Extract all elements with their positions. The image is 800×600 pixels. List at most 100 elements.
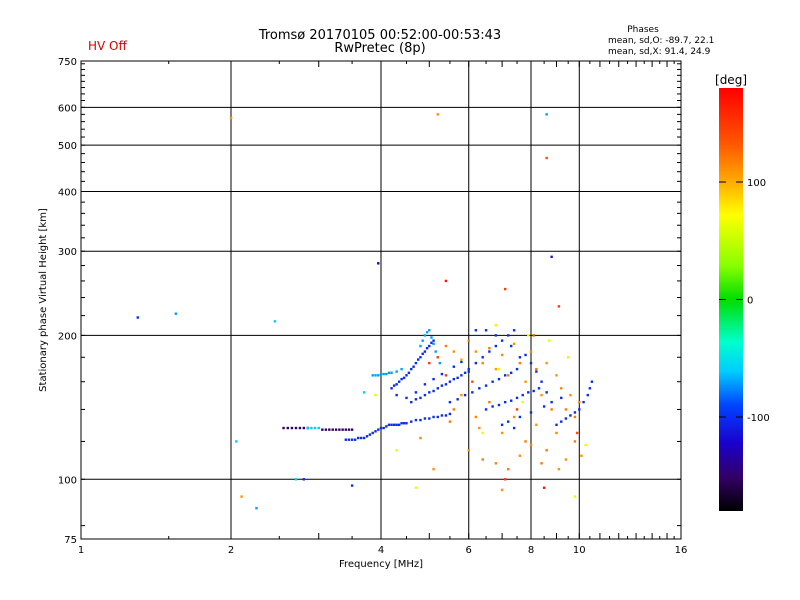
x-mode-echo-point: [566, 356, 570, 359]
x-mode-echo-point: [374, 393, 377, 397]
o-mode-echo-point: [414, 361, 418, 365]
x-mode-echo-point: [521, 400, 524, 404]
y-tick-label: 600: [58, 103, 77, 114]
o-mode-echo-point: [331, 428, 334, 431]
plot-area: 1 2 4 6 8 10 16 75 100 200 300 400 500 600 750: [58, 57, 687, 556]
x-mode-echo-point: [414, 486, 418, 489]
o-mode-echo-point: [290, 426, 294, 430]
x-mode-echo-point: [481, 431, 484, 435]
x-mode-echo-point: [494, 462, 498, 465]
x-mode-echo-point: [467, 449, 470, 452]
x-mode-echo-point: [535, 423, 538, 427]
x-mode-echo-point: [395, 449, 398, 452]
x-mode-echo-point: [578, 400, 581, 404]
o-mode-echo-point: [379, 426, 383, 430]
o-mode-echo-point: [500, 423, 504, 427]
o-mode-echo-point: [356, 436, 360, 440]
x-mode-echo-point: [488, 347, 491, 350]
x-mode-echo-point: [515, 408, 519, 411]
o-mode-echo-point: [509, 344, 513, 348]
o-mode-echo-point: [294, 478, 298, 481]
o-mode-echo-point: [425, 347, 429, 350]
o-mode-echo-point: [564, 417, 568, 420]
o-mode-echo-point: [338, 428, 341, 431]
o-mode-echo-point: [432, 389, 435, 393]
x-mode-echo-point: [452, 350, 456, 353]
x-mode-echo-point: [452, 408, 456, 411]
x-mode-echo-point: [512, 415, 516, 419]
o-mode-echo-point: [405, 396, 408, 400]
o-mode-echo-point: [506, 334, 510, 337]
o-mode-echo-point: [397, 423, 401, 427]
o-mode-echo-point: [542, 405, 546, 408]
o-mode-echo-point: [512, 329, 516, 332]
x-mode-echo-point: [535, 367, 538, 371]
o-mode-echo-point: [423, 393, 427, 397]
o-mode-echo-point: [436, 387, 439, 390]
o-mode-echo-point: [444, 383, 448, 386]
x-mode-echo-point: [560, 387, 563, 390]
colorbar-tick-label: 100: [747, 178, 766, 189]
x-mode-echo-point: [573, 440, 577, 443]
o-mode-echo-point: [400, 367, 403, 371]
x-tick-label: 1: [78, 545, 84, 556]
y-tick-label: 300: [58, 247, 77, 258]
o-mode-echo-point: [428, 417, 431, 420]
x-mode-echo-point: [436, 356, 439, 359]
o-mode-echo-point: [428, 344, 431, 348]
o-mode-echo-point: [474, 329, 478, 332]
o-mode-echo-point: [560, 420, 563, 423]
o-mode-echo-point: [368, 433, 372, 436]
echo-points: [136, 113, 594, 510]
o-mode-echo-point: [448, 400, 452, 404]
o-mode-echo-point: [377, 374, 380, 377]
o-mode-echo-point: [350, 438, 354, 441]
o-mode-echo-point: [456, 398, 459, 401]
o-mode-echo-point: [432, 339, 435, 342]
o-mode-echo-point: [400, 377, 403, 381]
o-mode-echo-point: [374, 374, 377, 377]
x-mode-echo-point: [474, 415, 478, 419]
chart-subtitle: RwPretec (8p): [334, 41, 425, 56]
o-mode-echo-point: [440, 384, 444, 387]
o-mode-echo-point: [432, 377, 435, 381]
o-mode-echo-point: [590, 380, 594, 383]
plot-frame: [80, 60, 682, 540]
o-mode-echo-point: [527, 391, 530, 394]
o-mode-echo-point: [392, 423, 396, 427]
o-mode-echo-point: [521, 393, 524, 397]
o-mode-echo-point: [362, 391, 366, 394]
x-mode-echo-point: [573, 415, 577, 419]
o-mode-echo-point: [430, 341, 433, 344]
x-mode-echo-point: [419, 436, 422, 440]
x-mode-echo-point: [575, 431, 579, 435]
x-mode-echo-point: [542, 486, 546, 489]
o-mode-echo-point: [387, 423, 391, 427]
o-mode-echo-point: [405, 374, 408, 377]
o-mode-echo-point: [395, 423, 398, 427]
y-tick-label: 75: [64, 535, 77, 546]
y-tick-labels: 75 100 200 300 400 500 600 750: [58, 57, 77, 546]
o-mode-echo-point: [255, 506, 258, 510]
o-mode-echo-point: [481, 356, 484, 359]
x-mode-echo-point: [488, 400, 491, 404]
o-mode-echo-point: [273, 320, 277, 323]
x-tick-label: 6: [466, 545, 472, 556]
x-mode-echo-point: [481, 458, 484, 461]
o-mode-echo-point: [545, 113, 548, 116]
o-mode-echo-point: [421, 352, 424, 356]
o-mode-echo-point: [515, 367, 519, 371]
x-mode-echo-point: [529, 350, 533, 353]
o-mode-echo-point: [377, 428, 380, 431]
o-mode-echo-point: [419, 396, 422, 400]
x-mode-echo-point: [569, 393, 572, 397]
o-mode-echo-point: [512, 426, 516, 430]
colorbar-tick-label: -100: [747, 413, 770, 424]
x-mode-echo-point: [497, 367, 501, 371]
o-mode-echo-point: [306, 426, 309, 430]
phase-stats-o-mode: mean, sd,O: -89.7, 22.1: [608, 36, 714, 46]
o-mode-echo-point: [578, 408, 581, 411]
o-mode-echo-point: [402, 422, 406, 425]
o-mode-echo-point: [302, 426, 306, 430]
